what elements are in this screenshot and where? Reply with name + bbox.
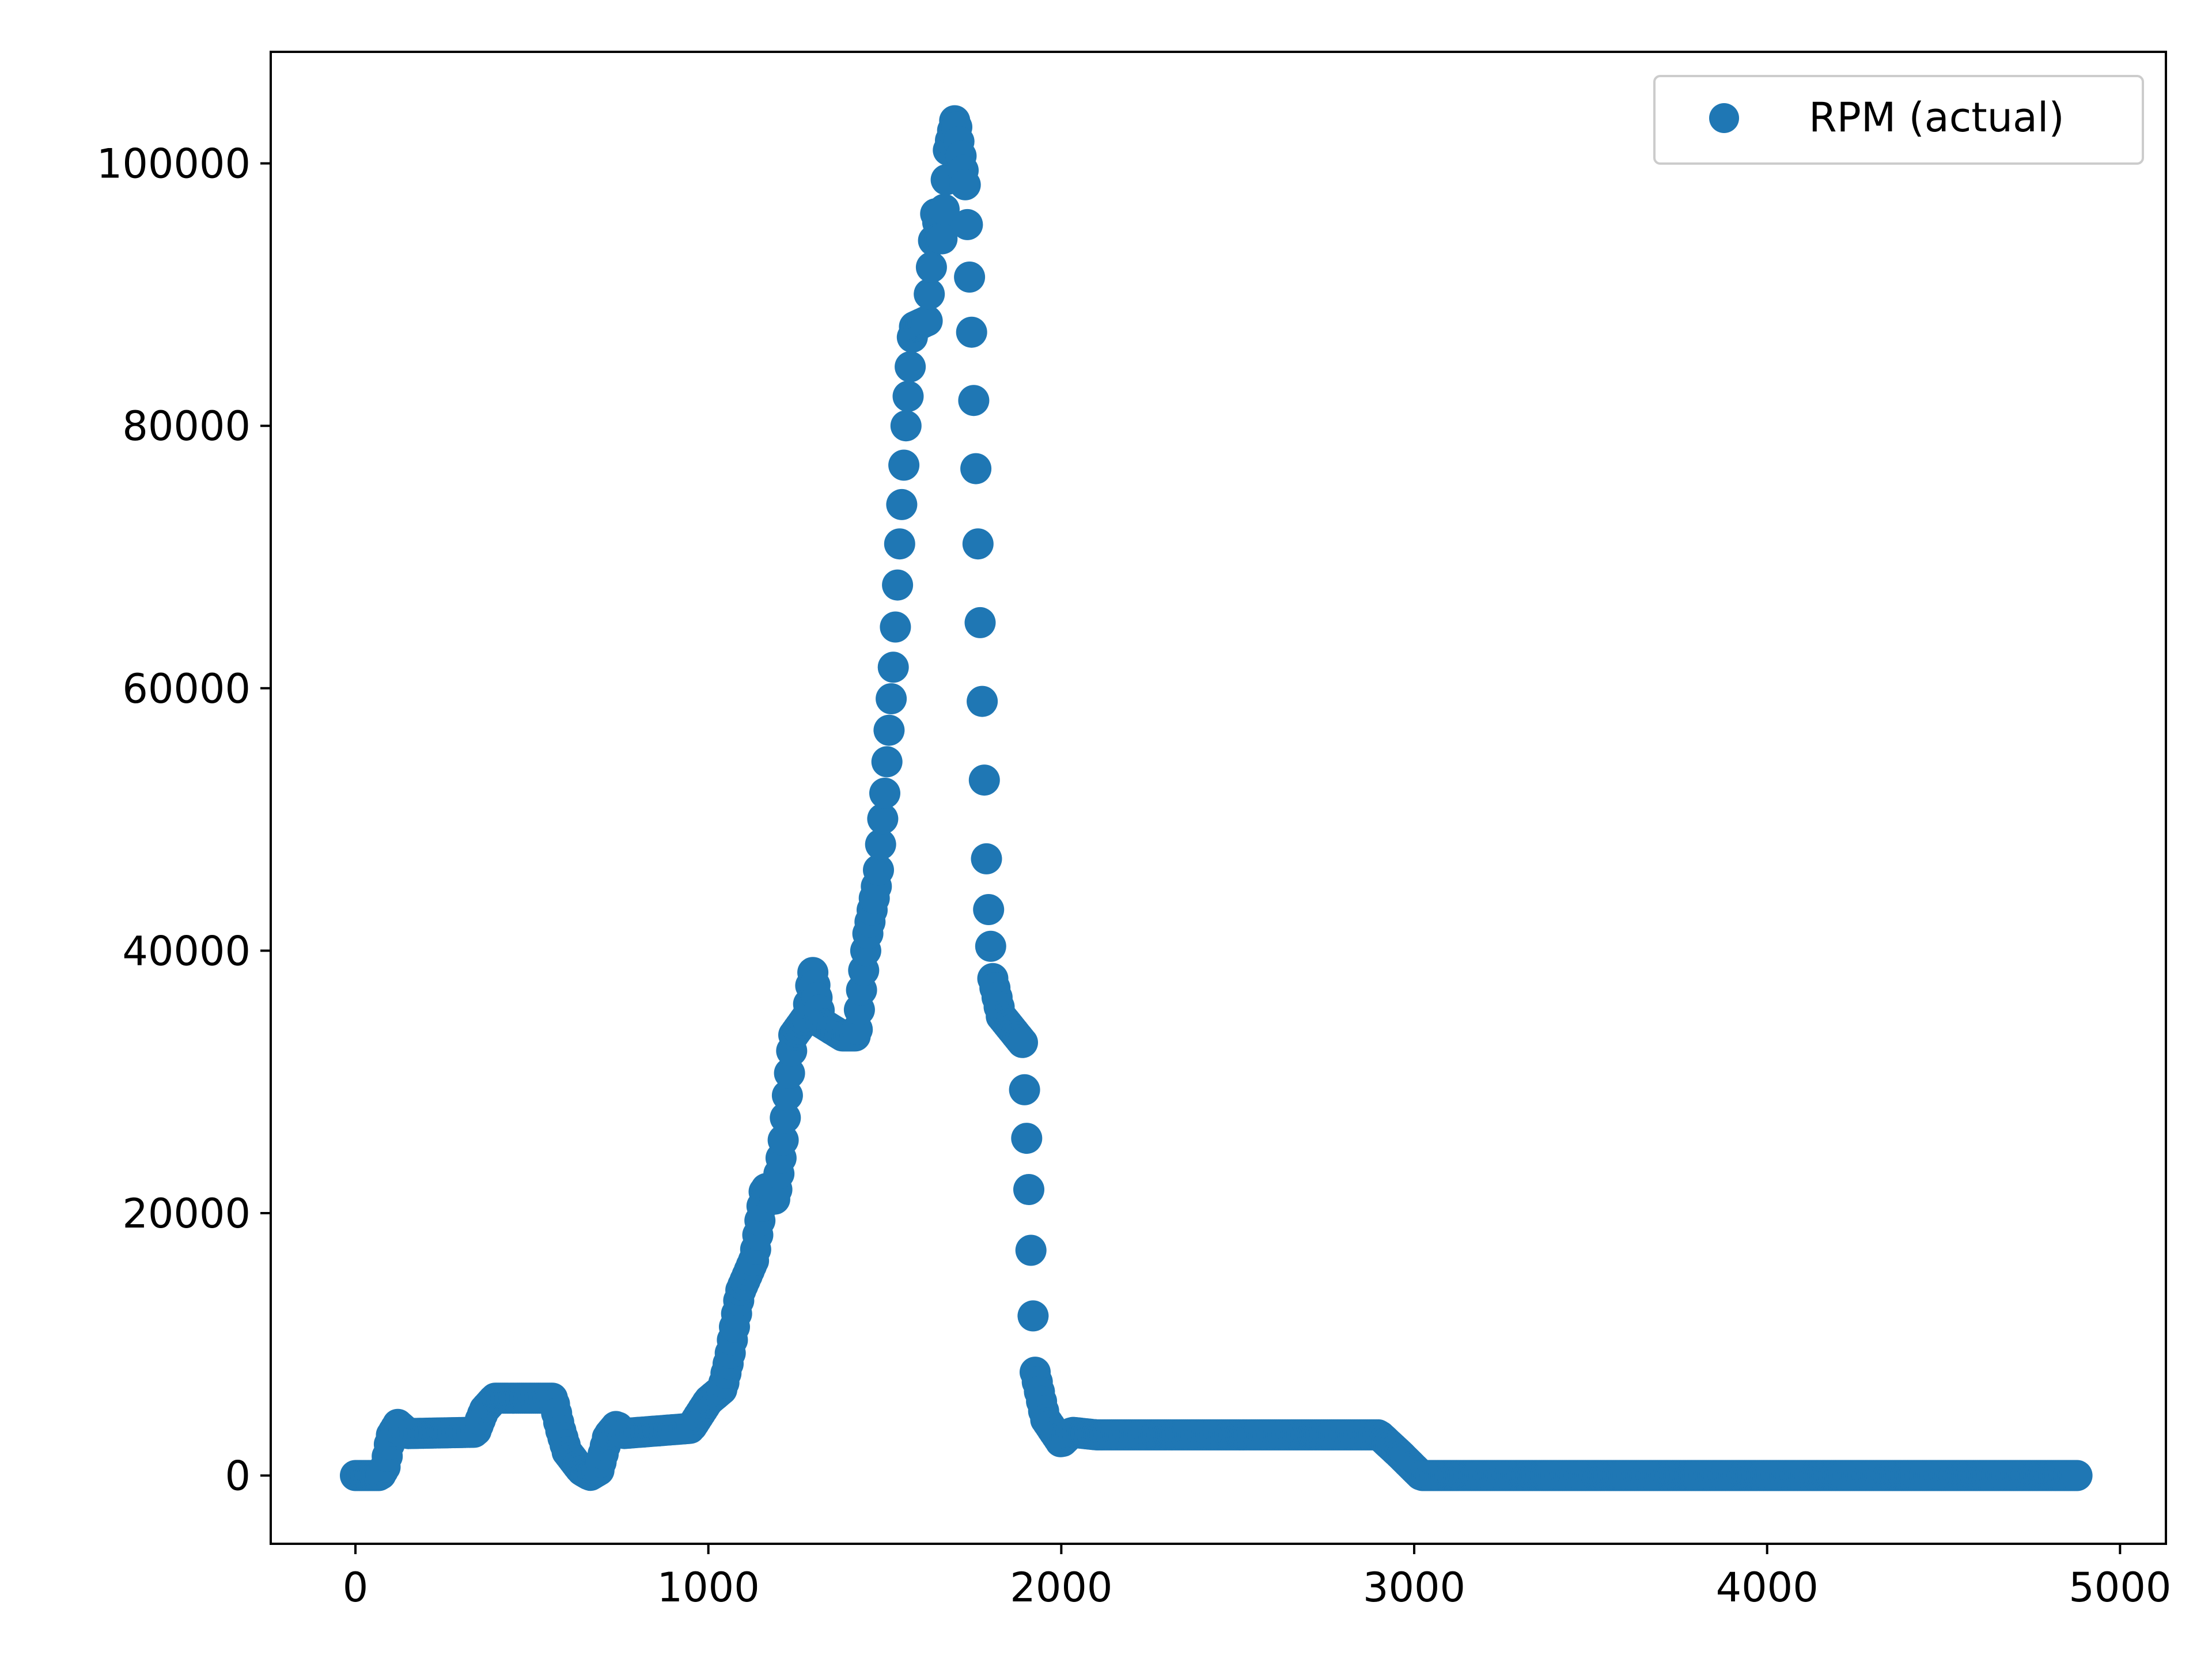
- data-point: [1009, 1074, 1040, 1105]
- data-point: [886, 488, 918, 520]
- data-point: [962, 528, 994, 560]
- data-point: [960, 453, 992, 484]
- data-point: [895, 351, 926, 382]
- data-point: [2061, 1460, 2093, 1491]
- y-tick-label: 40000: [122, 927, 251, 975]
- y-axis: 0 20000 40000 60000 80000 100000: [97, 141, 271, 1500]
- data-point: [884, 528, 915, 560]
- data-point: [914, 278, 945, 310]
- data-point: [892, 381, 924, 412]
- data-point: [915, 252, 947, 283]
- x-tick-label: 4000: [1716, 1564, 1819, 1611]
- data-point: [956, 316, 987, 348]
- x-tick-label: 1000: [657, 1564, 760, 1611]
- data-point: [770, 1102, 801, 1134]
- data-point: [949, 169, 981, 200]
- data-point: [882, 569, 914, 601]
- legend-marker: [1709, 103, 1739, 133]
- x-axis: 0 1000 2000 3000 4000 5000: [343, 1544, 2171, 1611]
- data-point: [975, 930, 1006, 962]
- data-point: [926, 223, 958, 255]
- data-point: [967, 685, 998, 717]
- data-point: [964, 607, 996, 638]
- x-tick-label: 3000: [1363, 1564, 1465, 1611]
- data-point: [774, 1058, 805, 1089]
- y-tick-label: 100000: [97, 141, 251, 188]
- data-point: [1007, 1027, 1038, 1058]
- data-point: [877, 652, 909, 683]
- data-point: [890, 410, 922, 442]
- data-point: [954, 262, 986, 293]
- data-point: [1015, 1234, 1047, 1266]
- data-point: [952, 209, 983, 240]
- data-point: [767, 1124, 799, 1156]
- data-point: [869, 778, 900, 809]
- x-tick-label: 5000: [2069, 1564, 2171, 1611]
- data-point: [867, 803, 899, 835]
- data-points: [340, 105, 2093, 1491]
- plot-frame: [270, 51, 2167, 1545]
- y-tick-label: 60000: [122, 665, 251, 713]
- data-point: [876, 683, 907, 714]
- data-point: [958, 385, 990, 416]
- y-tick-label: 0: [225, 1453, 251, 1500]
- data-point: [871, 746, 903, 778]
- legend-box: [1653, 75, 2144, 165]
- data-point: [929, 194, 960, 225]
- data-point: [880, 611, 911, 643]
- data-point: [968, 764, 1000, 796]
- data-point: [771, 1080, 803, 1111]
- data-point: [1011, 1123, 1043, 1154]
- data-point: [888, 449, 920, 481]
- x-tick-label: 2000: [1010, 1564, 1112, 1611]
- data-point: [1013, 1174, 1044, 1205]
- y-tick-label: 20000: [122, 1190, 251, 1237]
- data-point: [911, 305, 943, 336]
- data-point: [973, 894, 1005, 925]
- x-tick-label: 0: [343, 1564, 369, 1611]
- y-tick-label: 80000: [122, 403, 251, 450]
- data-point: [865, 828, 896, 860]
- legend: RPM (actual): [1653, 75, 2144, 165]
- data-point: [971, 843, 1002, 874]
- legend-label: RPM (actual): [1809, 94, 2065, 141]
- data-point: [863, 854, 894, 886]
- data-point: [1017, 1300, 1049, 1332]
- data-point: [873, 714, 905, 746]
